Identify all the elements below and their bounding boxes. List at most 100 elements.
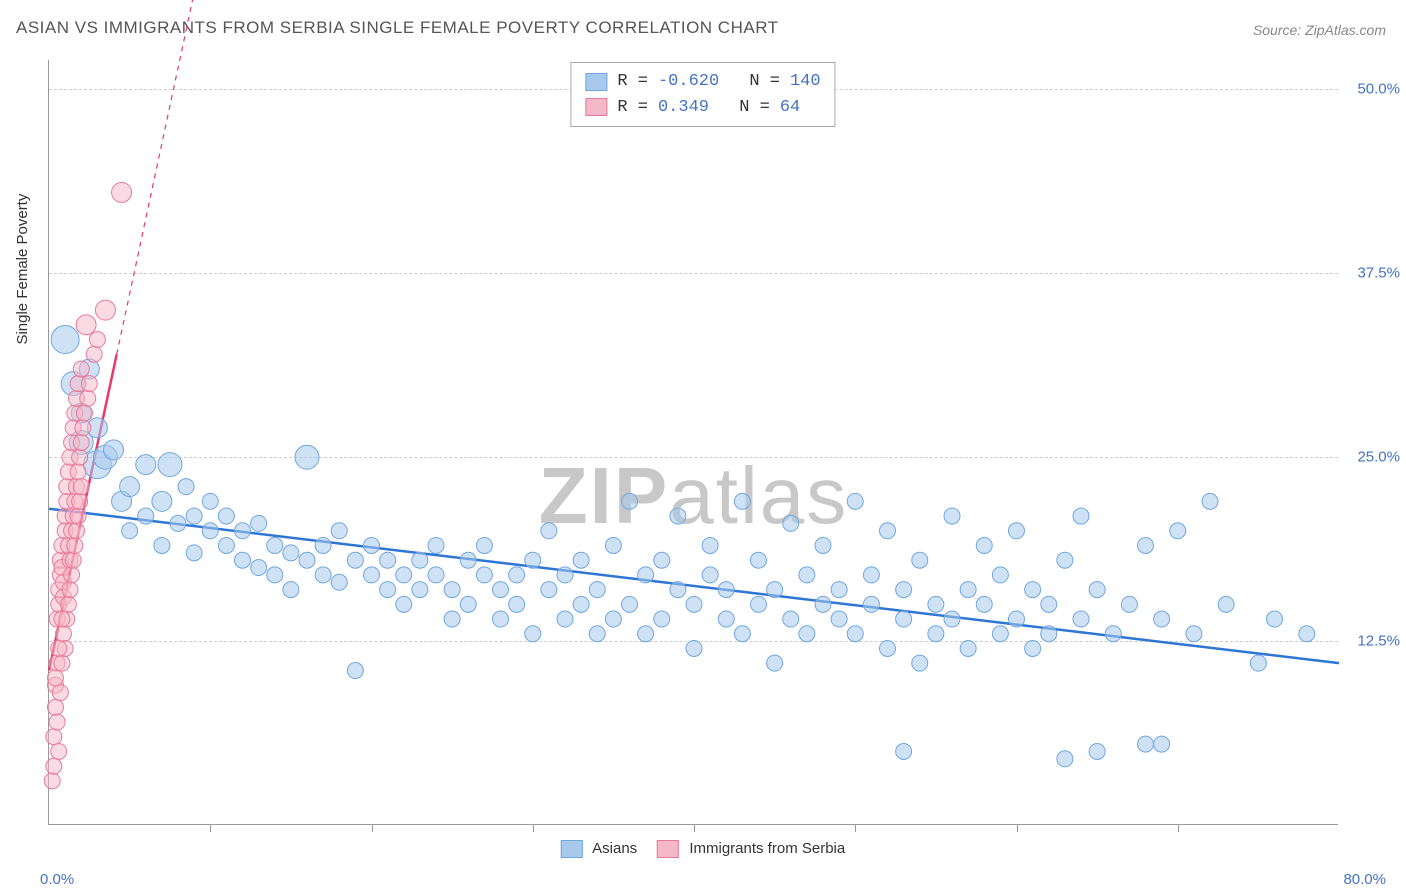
- data-point: [46, 758, 62, 774]
- data-point: [476, 537, 492, 553]
- data-point: [73, 361, 89, 377]
- y-tick-label: 37.5%: [1357, 265, 1400, 282]
- corr-n-label: N =: [749, 69, 780, 95]
- data-point: [218, 537, 234, 553]
- data-point: [70, 508, 86, 524]
- data-point: [1186, 626, 1202, 642]
- data-point: [767, 582, 783, 598]
- data-point: [396, 596, 412, 612]
- legend-item-serbia: Immigrants from Serbia: [657, 840, 845, 858]
- data-point: [783, 611, 799, 627]
- data-point: [541, 523, 557, 539]
- plot-area: 12.5% 25.0% 37.5% 50.0% ZIPatlas: [48, 60, 1338, 825]
- chart-container: ASIAN VS IMMIGRANTS FROM SERBIA SINGLE F…: [0, 0, 1406, 892]
- data-point: [47, 670, 63, 686]
- data-point: [178, 479, 194, 495]
- x-tick: [855, 824, 856, 832]
- data-point: [1009, 523, 1025, 539]
- data-point: [622, 493, 638, 509]
- data-point: [831, 582, 847, 598]
- chart-source: Source: ZipAtlas.com: [1253, 22, 1386, 38]
- y-tick-label: 50.0%: [1357, 81, 1400, 98]
- data-point: [509, 596, 525, 612]
- legend-swatch-asians: [561, 840, 583, 858]
- data-point: [170, 515, 186, 531]
- data-point: [944, 508, 960, 524]
- data-point: [1267, 611, 1283, 627]
- data-point: [654, 611, 670, 627]
- data-point: [1138, 736, 1154, 752]
- data-point: [428, 567, 444, 583]
- data-point: [767, 655, 783, 671]
- corr-n-value: 64: [780, 95, 800, 121]
- data-point: [638, 567, 654, 583]
- data-point: [1073, 611, 1089, 627]
- data-point: [1202, 493, 1218, 509]
- data-point: [235, 523, 251, 539]
- data-point: [1154, 611, 1170, 627]
- x-axis-min-label: 0.0%: [40, 871, 74, 888]
- data-point: [1025, 640, 1041, 656]
- data-point: [412, 552, 428, 568]
- data-point: [460, 596, 476, 612]
- data-point: [525, 552, 541, 568]
- data-point: [573, 596, 589, 612]
- data-point: [896, 582, 912, 598]
- data-point: [380, 582, 396, 598]
- data-point: [1057, 751, 1073, 767]
- data-point: [64, 567, 80, 583]
- data-point: [960, 582, 976, 598]
- data-point: [605, 537, 621, 553]
- data-point: [460, 552, 476, 568]
- data-point: [186, 508, 202, 524]
- data-point: [751, 596, 767, 612]
- data-point: [51, 743, 67, 759]
- data-point: [76, 405, 92, 421]
- data-point: [1154, 736, 1170, 752]
- data-point: [912, 655, 928, 671]
- data-point: [1250, 655, 1266, 671]
- data-point: [444, 582, 460, 598]
- data-point: [541, 582, 557, 598]
- data-point: [638, 626, 654, 642]
- data-point: [380, 552, 396, 568]
- data-point: [928, 596, 944, 612]
- data-point: [783, 515, 799, 531]
- data-point: [1138, 537, 1154, 553]
- data-point: [138, 508, 154, 524]
- data-point: [315, 567, 331, 583]
- data-point: [1299, 626, 1315, 642]
- corr-r-label: R =: [617, 95, 648, 121]
- data-point: [112, 182, 132, 202]
- data-point: [1121, 596, 1137, 612]
- data-point: [428, 537, 444, 553]
- legend-label: Asians: [592, 840, 637, 857]
- data-point: [70, 464, 86, 480]
- data-point: [52, 685, 68, 701]
- data-point: [54, 611, 70, 627]
- data-point: [944, 611, 960, 627]
- data-point: [1105, 626, 1121, 642]
- data-point: [80, 390, 96, 406]
- data-point: [896, 611, 912, 627]
- data-point: [412, 582, 428, 598]
- data-point: [815, 596, 831, 612]
- data-point: [218, 508, 234, 524]
- correlation-box: R = -0.620 N = 140 R = 0.349 N = 64: [570, 62, 835, 127]
- data-point: [65, 552, 81, 568]
- data-point: [1073, 508, 1089, 524]
- data-point: [54, 655, 70, 671]
- data-point: [751, 552, 767, 568]
- x-tick: [533, 824, 534, 832]
- data-point: [73, 435, 89, 451]
- corr-r-value: 0.349: [658, 95, 709, 121]
- data-point: [654, 552, 670, 568]
- data-point: [718, 582, 734, 598]
- data-point: [331, 523, 347, 539]
- y-tick-label: 25.0%: [1357, 449, 1400, 466]
- y-tick-label: 12.5%: [1357, 633, 1400, 650]
- legend-swatch-serbia: [657, 840, 679, 858]
- data-point: [880, 523, 896, 539]
- data-point: [928, 626, 944, 642]
- x-tick: [1017, 824, 1018, 832]
